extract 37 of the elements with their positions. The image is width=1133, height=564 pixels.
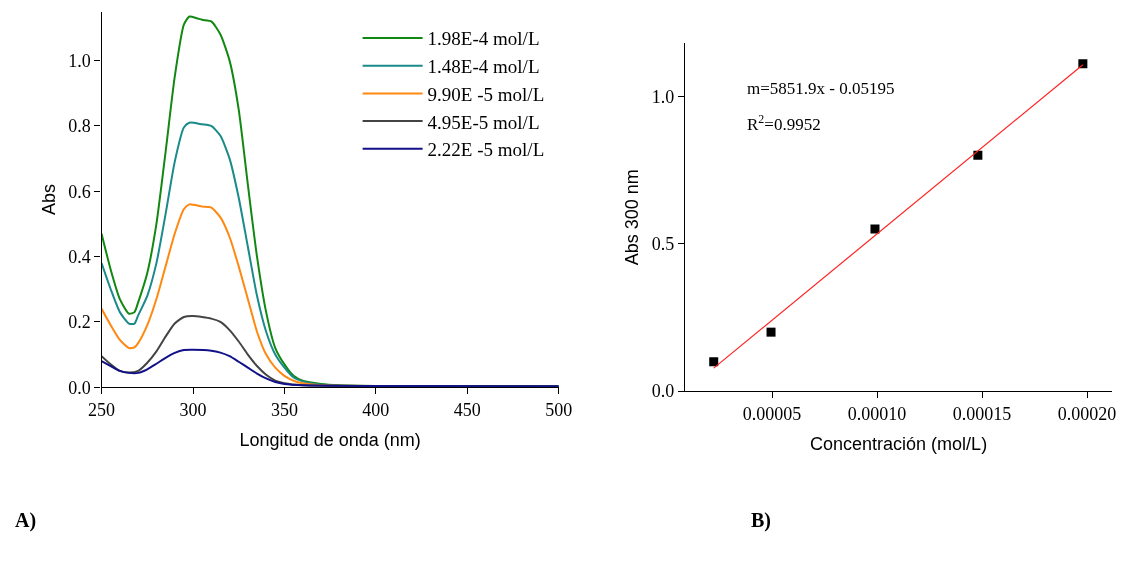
y-tick-label: 1.0 bbox=[68, 50, 91, 71]
legend-label: 1.48E-4 mol/L bbox=[427, 56, 540, 78]
legend-label: 4.95E-5 mol/L bbox=[427, 111, 540, 133]
point bbox=[973, 150, 983, 160]
point bbox=[870, 224, 880, 234]
x-tick-label: 250 bbox=[88, 399, 116, 420]
y-axis-title: Abs 300 nm bbox=[621, 169, 642, 266]
x-tick-label: 300 bbox=[179, 399, 207, 420]
annotation: m=5851.9x - 0.05195 bbox=[747, 79, 895, 98]
x-tick-label: 0.00010 bbox=[847, 403, 907, 424]
point bbox=[1078, 59, 1088, 69]
text: A) bbox=[15, 509, 37, 532]
text: B) bbox=[751, 509, 771, 532]
legend-label: 2.22E -5 mol/L bbox=[427, 139, 545, 161]
x-tick-label: 0.00005 bbox=[742, 403, 802, 424]
y-tick-label: 0.2 bbox=[68, 312, 91, 333]
y-tick-label: 0.0 bbox=[651, 381, 675, 402]
x-tick-label: 450 bbox=[453, 399, 481, 420]
annotation: R$^{2}$=0.9952 bbox=[747, 112, 821, 135]
y-tick-label: 0.6 bbox=[68, 181, 91, 202]
point bbox=[709, 357, 719, 367]
point bbox=[766, 327, 776, 337]
x-axis-title: Concentración (mol/L) bbox=[810, 433, 988, 454]
x-tick-label: 400 bbox=[362, 399, 390, 420]
y-tick-label: 1.0 bbox=[651, 86, 675, 107]
y-axis-title: Abs bbox=[38, 183, 59, 215]
y-tick-label: 0.5 bbox=[651, 234, 675, 254]
x-tick-label: 350 bbox=[270, 399, 298, 420]
x-tick-label: 0.00015 bbox=[952, 403, 1012, 424]
y-tick-label: 0.4 bbox=[68, 246, 91, 267]
x-axis-title: Longitud de onda (nm) bbox=[239, 430, 421, 451]
x-tick-label: 500 bbox=[545, 399, 573, 420]
legend-label: 9.90E -5 mol/L bbox=[427, 83, 545, 105]
x-tick-label: 0.00020 bbox=[1057, 403, 1117, 424]
y-tick-label: 0.0 bbox=[68, 377, 91, 398]
y-tick-label: 0.8 bbox=[68, 116, 91, 137]
legend-label: 1.98E-4 mol/L bbox=[427, 28, 540, 50]
